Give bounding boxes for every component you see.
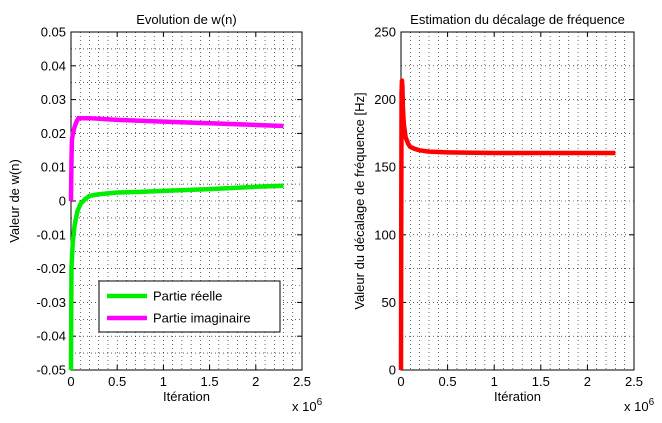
- x-tick-label: 1.5: [201, 374, 219, 389]
- y-tick-label: 0: [59, 194, 66, 209]
- x-tick-label: 2: [252, 374, 259, 389]
- x-axis-multiplier-base: x 10: [624, 399, 649, 414]
- y-tick-label: 100: [374, 227, 396, 242]
- y-tick-label: -0.05: [36, 363, 66, 378]
- y-axis-label: Valeur de w(n): [7, 159, 22, 243]
- series-line-1: [398, 78, 616, 371]
- y-tick-label: 0.02: [41, 126, 66, 141]
- y-tick-label: 0: [389, 363, 396, 378]
- y-tick-label: 0.04: [41, 58, 66, 73]
- y-tick-label: 250: [374, 25, 396, 40]
- y-axis-label: Valeur du décalage de fréquence [Hz]: [352, 92, 367, 309]
- y-tick-label: 0.03: [41, 92, 66, 107]
- y-tick-label: -0.01: [36, 227, 66, 242]
- y-tick-label: 0.01: [41, 160, 66, 175]
- y-tick-label: -0.03: [36, 295, 66, 310]
- x-tick-label: 2: [584, 374, 591, 389]
- x-tick-label: 1: [160, 374, 167, 389]
- series-line-1: [68, 183, 284, 371]
- x-tick-label: 0.5: [108, 374, 126, 389]
- x-tick-label: 1: [491, 374, 498, 389]
- y-tick-label: 150: [374, 160, 396, 175]
- chart-title: Estimation du décalage de fréquence: [410, 12, 625, 27]
- series-line-2: [68, 115, 284, 202]
- y-tick-label: -0.02: [36, 261, 66, 276]
- x-axis-multiplier-exponent: 6: [649, 397, 655, 408]
- legend-label-1: Partie réelle: [153, 289, 222, 304]
- y-tick-label: 0.05: [41, 25, 66, 40]
- x-tick-label: 0: [67, 374, 74, 389]
- x-tick-label: 1.5: [532, 374, 550, 389]
- x-axis-label: Itération: [494, 389, 541, 404]
- x-tick-label: 2.5: [293, 374, 311, 389]
- y-tick-label: 50: [382, 295, 396, 310]
- chart-panel-1: 0 0.5 1 1.5 2 2.5 -0.05 -0.04 -0.03 -0.02 -0.01 0 0.…: [7, 12, 323, 414]
- legend: Partie réelle Partie imaginaire: [98, 280, 281, 333]
- x-axis-multiplier: x 106: [292, 397, 323, 414]
- chart-panel-2: 0 0.5 1 1.5 2 2.5 0 50 100 150 200 250 Estimation du…: [352, 12, 655, 414]
- x-tick-label: 0: [397, 374, 404, 389]
- x-tick-label: 2.5: [625, 374, 643, 389]
- y-tick-label: -0.04: [36, 329, 66, 344]
- x-axis-label: Itération: [163, 389, 210, 404]
- legend-label-2: Partie imaginaire: [153, 311, 251, 326]
- x-axis-multiplier: x 106: [624, 397, 655, 414]
- chart-title: Evolution de w(n): [136, 12, 236, 27]
- x-tick-label: 0.5: [439, 374, 457, 389]
- y-tick-label: 200: [374, 92, 396, 107]
- legend-box: [98, 280, 281, 333]
- x-axis-multiplier-base: x 10: [292, 399, 317, 414]
- x-axis-multiplier-exponent: 6: [317, 397, 323, 408]
